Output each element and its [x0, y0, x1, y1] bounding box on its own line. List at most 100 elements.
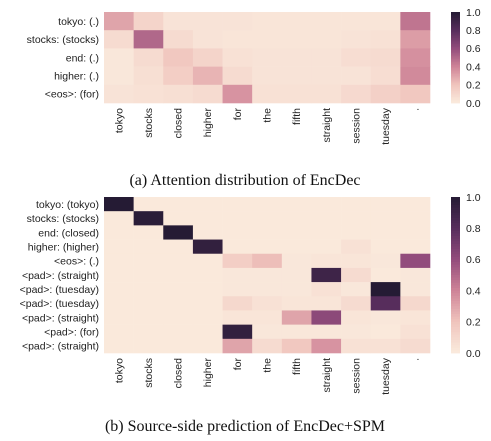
heatmap-cell [370, 225, 401, 240]
colorbar-segment [451, 27, 460, 30]
colorbar-segment [451, 243, 460, 247]
colorbar-segment [451, 95, 460, 98]
heatmap-cell [222, 267, 253, 283]
column-label: fifth [291, 358, 303, 375]
heatmap-cell [104, 296, 134, 311]
heatmap-cell [222, 225, 253, 240]
heatmap-cell [133, 282, 164, 297]
colorbar-segment [451, 308, 460, 312]
heatmap-cell [252, 324, 283, 340]
heatmap-cell [370, 84, 401, 104]
column-label: higher [202, 108, 214, 138]
row-label: end: (closed) [38, 227, 99, 239]
heatmap-cell [311, 253, 342, 269]
heatmap-cell [370, 30, 401, 49]
colorbar-segment [451, 298, 460, 302]
heatmap-cell [341, 282, 372, 297]
heatmap-cell [311, 30, 342, 49]
colorbar-segment [451, 285, 460, 289]
row-label: tokyo: (tokyo) [36, 199, 99, 211]
colorbar-segment [451, 249, 460, 252]
colorbar-segment [451, 21, 460, 24]
heatmap-cell [163, 84, 194, 104]
heatmap-cell [252, 84, 283, 104]
heatmap-cell [222, 282, 253, 297]
colorbar-segment [451, 74, 460, 77]
heatmap-cell [341, 211, 372, 226]
colorbar-segment [451, 282, 460, 286]
heatmap-cell [192, 84, 223, 104]
heatmap-cell [281, 296, 312, 311]
column-label: for [232, 358, 244, 371]
column-label: closed [173, 108, 185, 139]
heatmap-cell [252, 211, 283, 226]
heatmap-cell [163, 48, 194, 67]
colorbar-segment [451, 54, 460, 57]
colorbar-segment [451, 228, 460, 232]
heatmap-cell [192, 282, 223, 297]
heatmap-cell [192, 225, 223, 240]
heatmap-cell [370, 296, 401, 311]
heatmap-cell [252, 310, 283, 325]
row-label: <pad>: (straight) [22, 270, 99, 282]
row-label: <pad>: (straight) [22, 312, 99, 324]
heatmap-cell [163, 253, 194, 269]
heatmap-cell [192, 48, 223, 67]
colorbar-segment [451, 60, 460, 63]
panel-caption: (b) Source-side prediction of EncDec+SPM [105, 418, 385, 435]
heatmap-cell [104, 253, 134, 269]
row-label: stocks: (stocks) [27, 34, 99, 46]
heatmap-cell [311, 239, 342, 255]
heatmap-cell [400, 211, 431, 226]
heatmap-cell [163, 239, 194, 255]
heatmap-cell [341, 12, 372, 31]
colorbar-segment [451, 199, 460, 203]
colorbar-tick-label: 0.6 [466, 254, 481, 266]
heatmap-cell [281, 197, 312, 212]
heatmap-panel-b: tokyo: (tokyo) stocks: (stocks) end: (clos… [20, 192, 481, 435]
heatmap-cell [133, 48, 164, 67]
heatmap-cell [222, 253, 253, 269]
colorbar-tick-label: 0.8 [466, 223, 481, 235]
heatmap-cell [163, 310, 194, 325]
colorbar-segment [451, 65, 460, 67]
colorbar-segment [451, 66, 460, 69]
heatmap-cell [400, 282, 431, 297]
colorbar-segment [451, 90, 460, 93]
heatmap-cell [252, 253, 283, 269]
heatmap-cell [163, 12, 194, 31]
heatmap-cell [370, 211, 401, 226]
colorbar-segment [451, 72, 460, 75]
colorbar-segment [451, 293, 460, 297]
heatmap-cell [163, 225, 194, 240]
heatmap-cell [192, 211, 223, 226]
heatmap-cell [341, 239, 372, 255]
column-label: closed [173, 358, 185, 389]
colorbar-tick-label: 1.0 [466, 7, 481, 19]
heatmap-cell [341, 324, 372, 340]
column-label: . [410, 108, 422, 111]
colorbar-segment [451, 43, 460, 46]
row-label: <pad>: (for) [44, 327, 99, 339]
column-label: the [262, 358, 274, 373]
heatmap-cell [281, 48, 312, 67]
colorbar-segment [451, 68, 460, 71]
heatmap-cell [222, 239, 253, 255]
heatmap-cell [222, 324, 253, 340]
colorbar-segment [451, 262, 460, 265]
colorbar-segment [451, 233, 460, 237]
heatmap-cell [341, 30, 372, 49]
colorbar-segment [451, 83, 460, 86]
colorbar-segment [451, 15, 460, 17]
colorbar-segment [451, 217, 460, 221]
heatmap-cell [104, 338, 134, 354]
colorbar-segment [451, 42, 460, 45]
heatmap-cell [252, 48, 283, 67]
colorbar-segment [451, 81, 460, 84]
colorbar-segment [451, 334, 460, 338]
heatmap-cell [222, 12, 253, 31]
colorbar-segment [451, 63, 460, 66]
heatmap-cell [133, 211, 164, 226]
heatmap-cell [133, 12, 164, 31]
